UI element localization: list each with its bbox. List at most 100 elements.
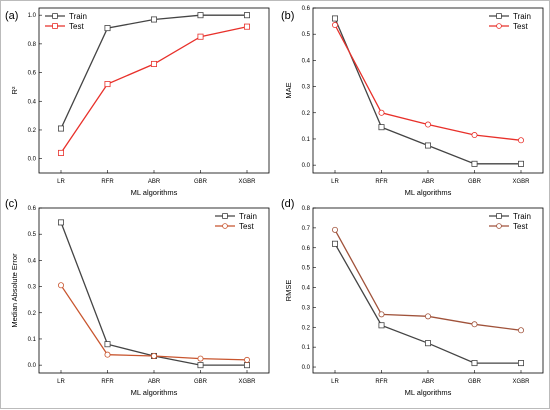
y-tick-label: 1.0	[28, 13, 37, 19]
x-tick-label: RFR	[375, 379, 388, 385]
chart-panel-2: 0.0 0.1 0.2 0.3 0.4 0.5 0.6 LR RFR ABR GBR XGBR ML a…	[281, 6, 544, 197]
x-tick-label: GBR	[194, 379, 208, 385]
plot-frame	[312, 207, 544, 374]
legend-marker	[222, 213, 228, 219]
data-point-test	[104, 351, 111, 358]
y-tick-label: 0.3	[28, 285, 37, 291]
data-point-train	[243, 12, 250, 19]
y-tick-label: 0.1	[302, 137, 311, 143]
y-tick-label: 0.7	[302, 226, 311, 232]
y-tick-label: 0.1	[302, 345, 311, 351]
x-tick-label: LR	[57, 179, 65, 185]
legend-label: Train	[513, 12, 531, 21]
chart-panel-4: 0.0 0.1 0.2 0.3 0.4 0.5 0.6 0.7 0.8 LR RFR ABR GBR XG…	[281, 198, 544, 397]
series-line-train	[60, 222, 247, 366]
y-tick-label: 0.8	[302, 206, 311, 212]
legend-label: Test	[239, 222, 254, 231]
data-point-test	[378, 311, 385, 318]
data-point-test	[197, 355, 204, 362]
y-tick-label: 0.2	[28, 128, 37, 134]
data-point-test	[471, 321, 478, 328]
data-point-train	[518, 160, 525, 167]
x-tick-label: GBR	[468, 179, 482, 185]
data-point-train	[378, 124, 385, 131]
y-tick-label: 0.5	[302, 32, 311, 38]
x-tick-label: RFR	[101, 179, 114, 185]
y-tick-label: 0.3	[302, 85, 311, 91]
x-tick-label: XGBR	[512, 379, 530, 385]
series-line-train	[334, 18, 521, 165]
y-tick-label: 0.4	[28, 258, 37, 264]
data-point-train	[58, 125, 65, 132]
y-tick-label: 0.2	[28, 311, 37, 317]
chart-panel-3: 0.0 0.1 0.2 0.3 0.4 0.5 0.6 LR RFR ABR GBR XGBR ML a…	[5, 198, 270, 397]
data-point-test	[331, 22, 338, 29]
data-point-test	[243, 356, 250, 363]
data-point-train	[197, 12, 204, 19]
legend-label: Train	[239, 212, 257, 221]
legend-entry-train: Train	[489, 12, 531, 21]
x-tick-label: ABR	[422, 379, 435, 385]
legend-label: Test	[69, 22, 84, 31]
x-tick-label: GBR	[194, 179, 208, 185]
data-point-test	[58, 282, 65, 289]
legend-label: Test	[513, 22, 528, 31]
data-point-test	[150, 60, 157, 67]
y-tick-label: 0.6	[28, 71, 37, 77]
y-tick-label: 0.2	[302, 111, 311, 117]
data-point-test	[58, 149, 65, 156]
data-point-train	[104, 341, 111, 348]
panel-label: (a)	[5, 10, 18, 22]
data-point-train	[197, 362, 204, 369]
data-point-train	[150, 16, 157, 23]
legend-marker	[496, 13, 502, 19]
data-point-train	[331, 240, 338, 247]
data-point-test	[424, 313, 431, 320]
data-point-train	[243, 362, 250, 369]
data-point-test	[424, 121, 431, 128]
plot-frame	[38, 207, 270, 374]
x-axis-label: ML algorithms	[131, 188, 178, 197]
legend-entry-test: Test	[489, 222, 528, 231]
y-tick-label: 0.8	[28, 42, 37, 48]
x-tick-label: RFR	[101, 379, 114, 385]
data-point-train	[58, 219, 65, 226]
x-tick-label: LR	[331, 179, 339, 185]
data-point-train	[378, 322, 385, 329]
legend-marker	[52, 13, 58, 19]
data-point-test	[197, 33, 204, 40]
series-line-test	[60, 26, 248, 154]
y-tick-label: 0.2	[302, 325, 311, 331]
legend-entry-test: Test	[489, 22, 528, 31]
legend-marker	[52, 23, 58, 29]
y-tick-label: 0.6	[302, 6, 311, 12]
data-point-train	[424, 340, 431, 347]
data-point-test	[518, 137, 525, 144]
legend-marker	[222, 223, 228, 229]
y-axis-label: MAE	[284, 82, 293, 98]
y-tick-label: 0.5	[302, 266, 311, 272]
x-tick-label: ABR	[148, 379, 161, 385]
x-tick-label: ABR	[422, 179, 435, 185]
x-tick-label: LR	[331, 379, 339, 385]
data-point-train	[471, 360, 478, 367]
data-point-test	[518, 327, 525, 334]
legend-label: Test	[513, 222, 528, 231]
y-axis-label: Median Absolute Error	[10, 253, 19, 328]
y-tick-label: 0.0	[302, 365, 311, 371]
legend-marker	[496, 23, 502, 29]
legend-entry-test: Test	[215, 222, 254, 231]
x-axis-label: ML algorithms	[405, 388, 452, 397]
panel-label: (b)	[281, 10, 294, 22]
x-tick-label: XGBR	[238, 379, 256, 385]
y-axis-label: RMSE	[284, 280, 293, 302]
data-point-train	[424, 142, 431, 149]
legend-marker	[496, 223, 502, 229]
plot-frame	[38, 7, 270, 174]
x-tick-label: XGBR	[238, 179, 256, 185]
x-tick-label: RFR	[375, 179, 388, 185]
x-tick-label: GBR	[468, 379, 482, 385]
y-axis-label: R²	[10, 86, 19, 94]
data-point-test	[331, 226, 338, 233]
